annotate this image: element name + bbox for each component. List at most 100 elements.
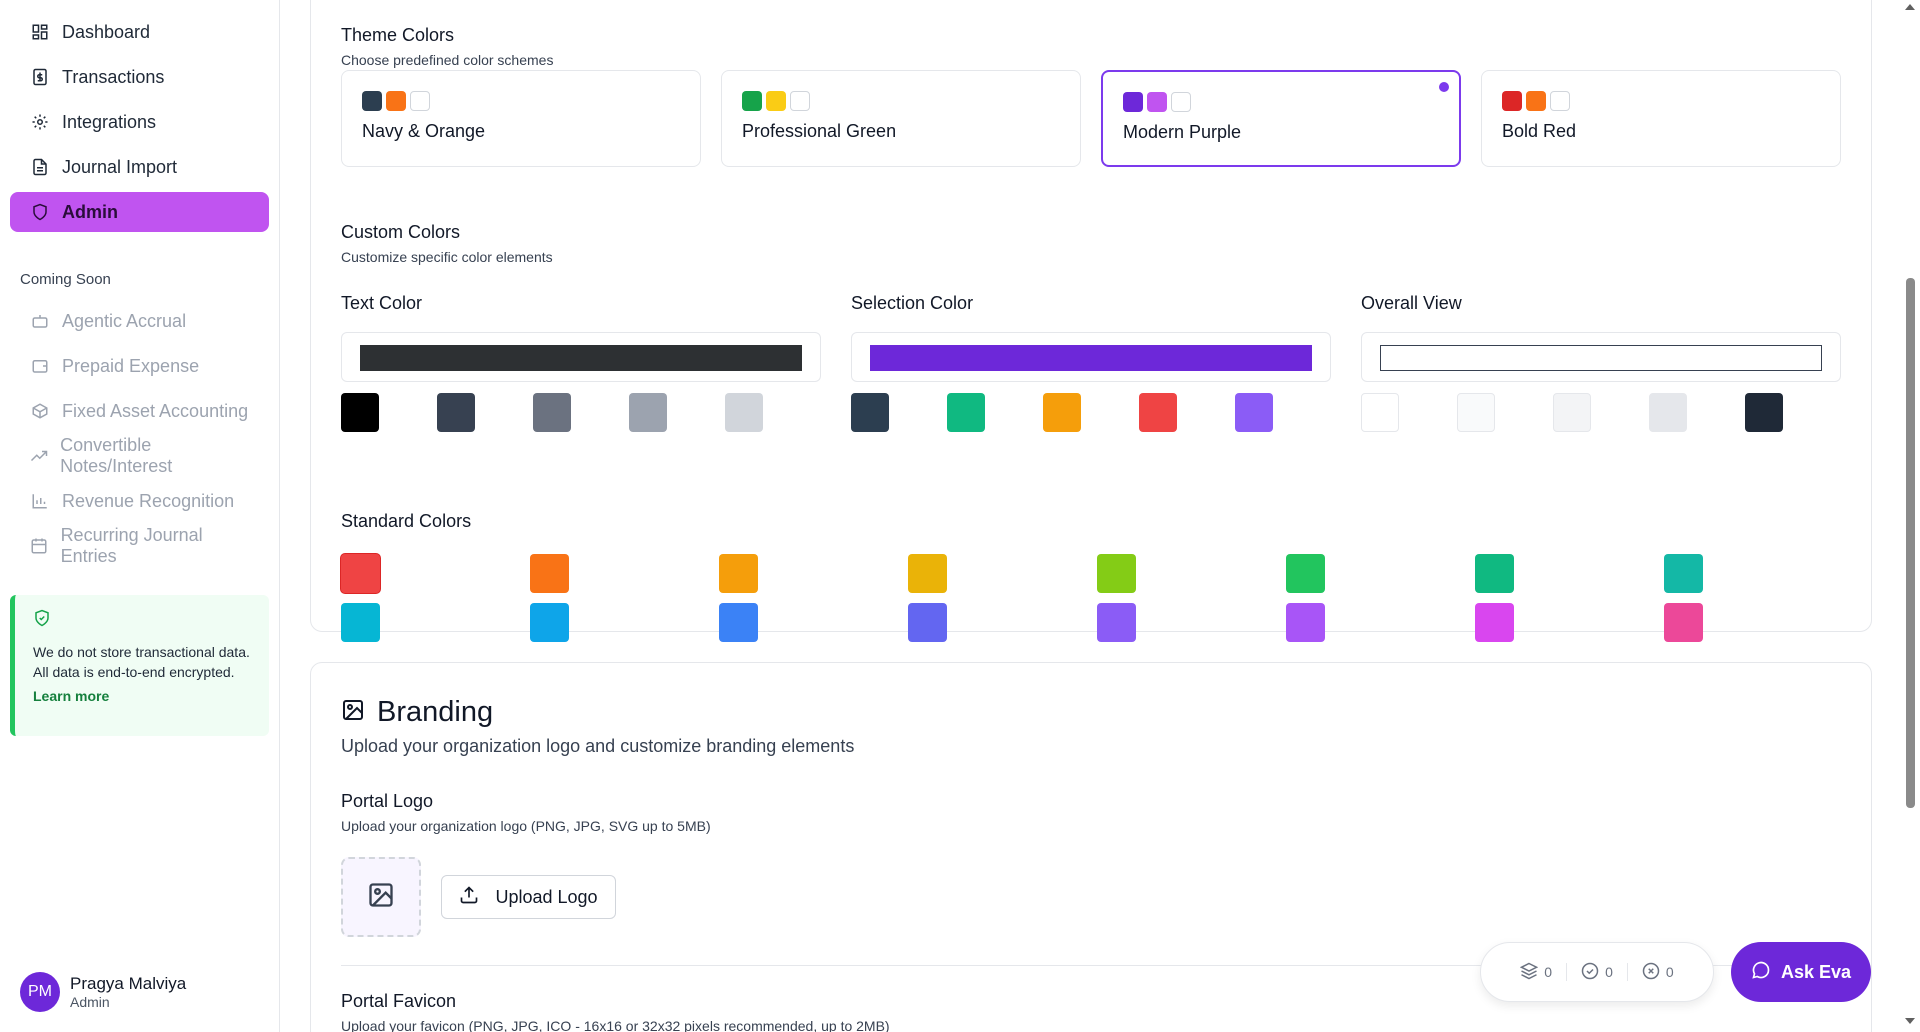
upload-logo-button[interactable]: Upload Logo (441, 875, 616, 919)
layers-counter: 0 (1506, 962, 1566, 983)
swatch-black[interactable] (341, 393, 379, 432)
swatch-amber[interactable] (719, 554, 758, 593)
color-dot (1550, 91, 1570, 111)
nav-item-fixed-asset[interactable]: Fixed Asset Accounting (10, 391, 269, 431)
nav-item-integrations[interactable]: Integrations (10, 102, 269, 142)
logo-placeholder[interactable] (341, 857, 421, 937)
swatch-light[interactable] (1553, 393, 1592, 432)
image-placeholder-icon (367, 881, 395, 914)
learn-more-link[interactable]: Learn more (33, 688, 110, 704)
swatch-navy[interactable] (851, 393, 889, 432)
color-dot (766, 91, 786, 111)
swatch-lime[interactable] (1097, 554, 1136, 593)
color-dot (1123, 92, 1143, 112)
swatch-teal[interactable] (1664, 554, 1703, 593)
scrollbar[interactable] (1900, 0, 1920, 1032)
theme-name: Professional Green (742, 121, 897, 141)
standard-colors-title: Standard Colors (341, 511, 472, 531)
swatch-violet[interactable] (1097, 603, 1136, 642)
theme-modern-purple[interactable]: Modern Purple (1101, 70, 1461, 167)
swatch-purple[interactable] (1286, 603, 1325, 642)
theme-professional-green[interactable]: Professional Green (721, 70, 1081, 167)
gear-icon (30, 112, 50, 132)
text-color-preview[interactable] (341, 332, 821, 382)
nav-item-prepaid-expense[interactable]: Prepaid Expense (10, 346, 269, 386)
upload-icon (459, 885, 495, 910)
theme-bold-red[interactable]: Bold Red (1481, 70, 1841, 167)
overall-view-preview[interactable] (1361, 332, 1841, 382)
upload-logo-label: Upload Logo (495, 886, 598, 907)
user-name: Pragya Malviya (70, 974, 187, 993)
selection-color-preview[interactable] (851, 332, 1331, 382)
bar-chart-icon (30, 491, 50, 511)
swatch-emerald[interactable] (947, 393, 985, 432)
nav-label: Agentic Accrual (62, 310, 187, 331)
sidebar: Dashboard Transactions Integrations Jour… (0, 0, 280, 1032)
swatch-violet[interactable] (1235, 393, 1273, 432)
status-counters[interactable]: 0 0 0 (1480, 942, 1714, 1002)
security-notice: We do not store transactional data. All … (10, 595, 269, 736)
swatch-light-gray[interactable] (629, 393, 667, 432)
swatch-silver[interactable] (725, 393, 763, 432)
swatch-cyan[interactable] (341, 603, 380, 642)
nav-item-transactions[interactable]: Transactions (10, 57, 269, 97)
nav-item-dashboard[interactable]: Dashboard (10, 12, 269, 52)
swatch-blue[interactable] (719, 603, 758, 642)
swatch-pink[interactable] (1664, 603, 1703, 642)
swatch-emerald[interactable] (1475, 554, 1514, 593)
swatch-white[interactable] (1361, 393, 1400, 432)
scroll-up-icon[interactable] (1905, 4, 1915, 10)
swatch-sky[interactable] (530, 603, 569, 642)
branding-desc: Upload your organization logo and custom… (341, 736, 855, 756)
nav-item-convertible-notes[interactable]: Convertible Notes/Interest (10, 435, 269, 476)
portal-logo-desc: Upload your organization logo (PNG, JPG,… (341, 818, 711, 834)
dashboard-icon (30, 22, 50, 42)
selected-indicator (1439, 82, 1449, 92)
image-icon (341, 698, 365, 727)
ask-eva-label: Ask Eva (1780, 961, 1852, 982)
ask-eva-button[interactable]: Ask Eva (1731, 942, 1871, 1002)
swatch-off-white[interactable] (1457, 393, 1496, 432)
swatch-slate[interactable] (437, 393, 475, 432)
nav-label: Convertible Notes/Interest (60, 435, 173, 476)
swatch-pale-gray[interactable] (1649, 393, 1688, 432)
nav-item-agentic-accrual[interactable]: Agentic Accrual (10, 301, 269, 341)
scroll-down-icon[interactable] (1905, 1018, 1915, 1024)
swatch-orange[interactable] (530, 554, 569, 593)
theme-navy-orange[interactable]: Navy & Orange (341, 70, 701, 167)
swatch-indigo[interactable] (908, 603, 947, 642)
swatch-gray[interactable] (533, 393, 571, 432)
scroll-thumb[interactable] (1906, 278, 1915, 808)
user-profile[interactable]: PM Pragya Malviya Admin (20, 972, 186, 1012)
swatch-fuchsia[interactable] (1475, 603, 1514, 642)
portal-favicon-title: Portal Favicon (341, 991, 457, 1011)
x-circle-icon (1642, 962, 1666, 983)
swatch-dark[interactable] (1745, 393, 1784, 432)
theme-colors-desc: Choose predefined color schemes (341, 52, 554, 68)
swatch-amber[interactable] (1043, 393, 1081, 432)
nav-item-journal-import[interactable]: Journal Import (10, 147, 269, 187)
separator (1626, 963, 1628, 981)
shield-check-icon (33, 609, 51, 631)
selection-color-group: Selection Color (851, 293, 1331, 432)
overall-view-label: Overall View (1361, 293, 1462, 313)
shield-icon (30, 202, 50, 222)
swatch-red[interactable] (1139, 393, 1177, 432)
custom-colors-title: Custom Colors (341, 222, 461, 242)
theme-name: Modern Purple (1123, 122, 1242, 142)
color-dot (386, 91, 406, 111)
wallet-icon (30, 356, 50, 376)
swatch-red[interactable] (341, 554, 380, 593)
nav-item-admin[interactable]: Admin (10, 192, 269, 232)
failed-count: 0 (1665, 964, 1674, 980)
coming-soon-nav: Agentic Accrual Prepaid Expense Fixed As… (10, 301, 269, 571)
nav-item-recurring-journal[interactable]: Recurring Journal Entries (10, 525, 269, 566)
color-dot (410, 91, 430, 111)
overall-view-group: Overall View (1361, 293, 1841, 432)
dollar-icon (30, 67, 50, 87)
swatch-green[interactable] (1286, 554, 1325, 593)
theme-colors-title: Theme Colors (341, 25, 455, 45)
nav-item-revenue-recognition[interactable]: Revenue Recognition (10, 481, 269, 521)
nav-label: Transactions (62, 66, 165, 87)
swatch-yellow[interactable] (908, 554, 947, 593)
